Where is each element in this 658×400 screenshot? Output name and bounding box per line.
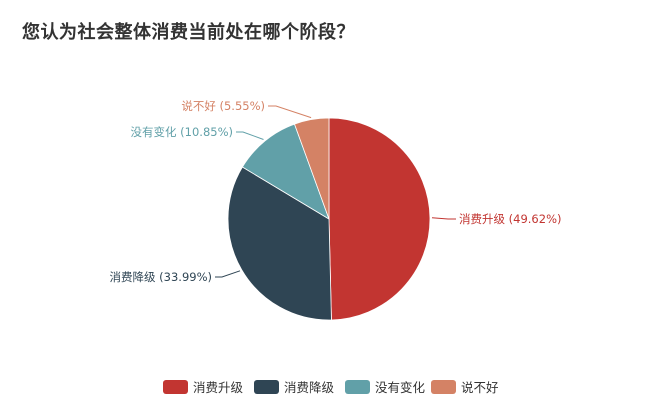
- legend-item-2[interactable]: 消费降级: [254, 380, 335, 395]
- legend-swatch-2: [254, 380, 279, 394]
- slice-label-3: 没有变化 (10.85%): [131, 125, 233, 139]
- slice-labels: 消费升级 (49.62%) 消费降级 (33.99%) 没有变化 (10.85%) 说…: [110, 99, 562, 284]
- legend-label-3: 没有变化: [375, 380, 426, 395]
- legend-label-2: 消费降级: [284, 380, 335, 395]
- legend-swatch-4: [431, 380, 456, 394]
- legend: 消费升级 消费降级 没有变化 说不好: [163, 380, 499, 395]
- legend-swatch-3: [345, 380, 370, 394]
- legend-label-4: 说不好: [461, 380, 499, 395]
- pie-slice-3[interactable]: [241, 123, 330, 220]
- pie-slices: [227, 117, 431, 321]
- legend-label-1: 消费升级: [193, 380, 244, 395]
- chart-title: 您认为社会整体消费当前处在哪个阶段？: [22, 22, 355, 43]
- legend-item-4[interactable]: 说不好: [431, 380, 499, 395]
- pie-slice-1[interactable]: [328, 117, 431, 321]
- slice-label-2: 消费降级 (33.99%): [110, 270, 212, 284]
- pie-slice-4[interactable]: [293, 117, 330, 220]
- slice-label-1: 消费升级 (49.62%): [459, 212, 561, 226]
- leader-line-2: [215, 270, 241, 278]
- legend-item-1[interactable]: 消费升级: [163, 380, 244, 395]
- leader-line-3: [236, 131, 264, 140]
- slice-label-4: 说不好 (5.55%): [181, 99, 265, 113]
- legend-swatch-1: [163, 380, 188, 394]
- leader-line-4: [268, 105, 312, 119]
- legend-item-3[interactable]: 没有变化: [345, 380, 426, 395]
- leader-line-1: [431, 217, 456, 220]
